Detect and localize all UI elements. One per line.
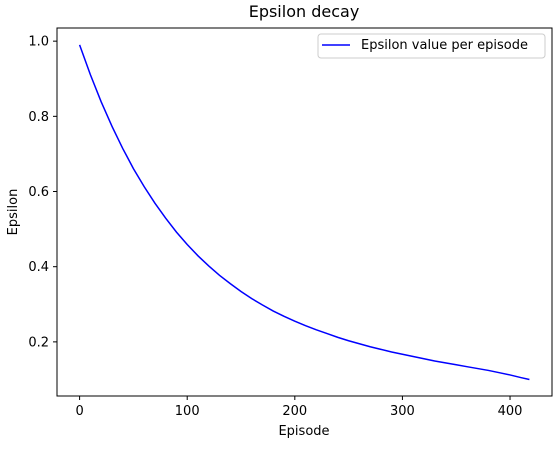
x-axis-label: Episode — [278, 424, 329, 439]
x-axis: 0 100 200 300 400 — [75, 396, 522, 419]
x-tick-label: 300 — [390, 404, 415, 419]
y-tick-label: 0.8 — [28, 110, 49, 125]
y-axis-label: Epsilon — [6, 189, 21, 236]
x-tick-label: 200 — [282, 404, 307, 419]
legend-series-label: Epsilon value per episode — [361, 38, 528, 53]
x-tick-label: 0 — [75, 404, 83, 419]
y-axis: 0.2 0.4 0.6 0.8 1.0 — [28, 35, 57, 351]
x-tick-label: 400 — [498, 404, 523, 419]
chart-title: Epsilon decay — [249, 2, 360, 21]
y-tick-label: 1.0 — [28, 35, 49, 50]
legend: Epsilon value per episode — [318, 34, 545, 58]
y-tick-label: 0.2 — [28, 335, 49, 350]
plot-area — [57, 28, 552, 396]
y-tick-label: 0.6 — [28, 185, 49, 200]
x-tick-label: 100 — [175, 404, 200, 419]
y-tick-label: 0.4 — [28, 260, 49, 275]
